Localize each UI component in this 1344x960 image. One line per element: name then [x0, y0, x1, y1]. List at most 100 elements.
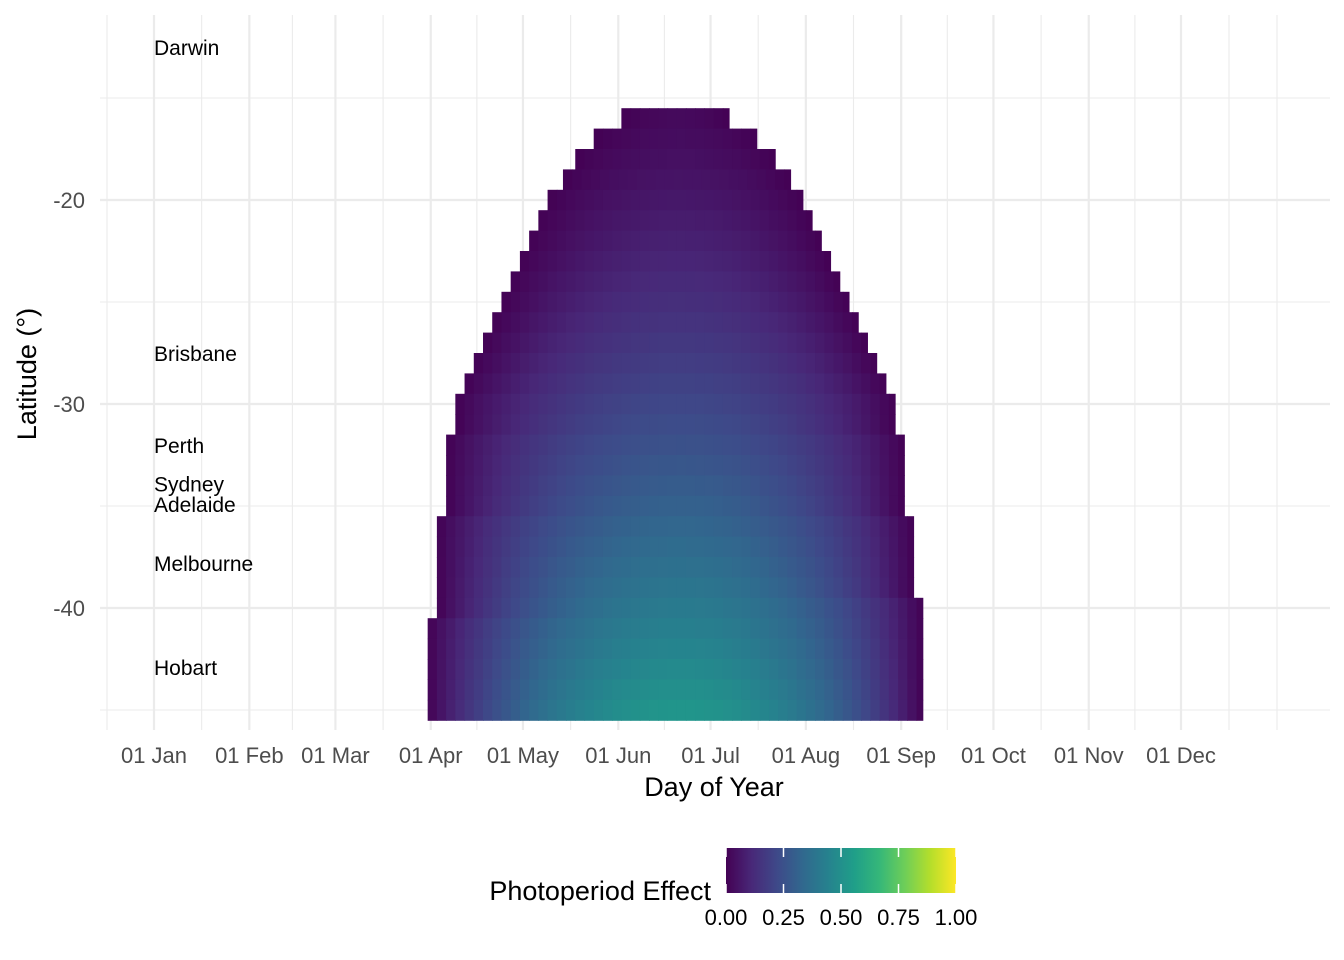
heatmap-cell — [593, 332, 604, 354]
heatmap-cell — [907, 659, 918, 680]
heatmap-cell — [796, 659, 807, 680]
legend-ticks: 0.00 0.25 0.50 0.75 1.00 — [705, 848, 977, 930]
heatmap-cell — [815, 699, 825, 721]
heatmap-cell — [704, 373, 715, 395]
heatmap-cell — [649, 618, 659, 640]
heatmap-cell — [713, 393, 724, 415]
heatmap-cell — [602, 189, 613, 211]
heatmap-cell — [704, 434, 715, 456]
heatmap-cell — [593, 679, 604, 701]
heatmap-cell — [682, 169, 693, 191]
heatmap-cell — [464, 659, 475, 680]
heatmap-cell — [593, 210, 604, 232]
heatmap-cell — [833, 373, 844, 395]
heatmap-cell — [778, 597, 789, 619]
heatmap-cell — [728, 169, 739, 191]
heatmap-cell — [519, 516, 530, 538]
heatmap-cell — [815, 516, 825, 538]
heatmap-cell — [824, 414, 835, 436]
heatmap-cell — [547, 312, 558, 334]
heatmap-cell — [658, 271, 669, 293]
heatmap-cell — [842, 699, 853, 721]
heatmap-cell — [667, 291, 678, 313]
heatmap-cell — [815, 332, 825, 354]
heatmap-cell — [464, 475, 475, 497]
heatmap-cell — [879, 597, 890, 619]
heatmap-cell — [658, 699, 669, 721]
heatmap-cell — [768, 373, 779, 395]
heatmap-cell — [658, 414, 669, 436]
heatmap-cell — [796, 271, 807, 293]
heatmap-cell — [768, 434, 779, 456]
heatmap-cell — [778, 699, 789, 721]
heatmap-cell — [861, 414, 872, 436]
heatmap-cell — [547, 189, 558, 211]
heatmap-cell — [676, 679, 687, 701]
heatmap-cell — [630, 516, 641, 538]
heatmap-cell — [815, 659, 825, 680]
heatmap-cell — [649, 332, 659, 354]
heatmap-cell — [510, 271, 521, 293]
heatmap-cell — [824, 475, 835, 497]
heatmap-cell — [824, 251, 832, 272]
heatmap-cell — [547, 495, 558, 517]
heatmap-cell — [630, 251, 641, 272]
heatmap-cell — [649, 536, 659, 558]
heatmap-cell — [427, 638, 438, 660]
heatmap-cell — [510, 659, 521, 680]
heatmap-cell — [722, 699, 733, 721]
heatmap-cell — [685, 597, 696, 619]
heatmap-cell — [547, 455, 558, 476]
heatmap-cell — [473, 536, 484, 558]
heatmap-cell — [732, 414, 742, 436]
heatmap-cell — [787, 577, 798, 599]
heatmap-cell — [473, 353, 484, 374]
heatmap-cell — [436, 618, 447, 640]
heatmap-cell — [805, 251, 816, 272]
heatmap-cell — [658, 189, 669, 211]
heatmap-cell — [519, 679, 530, 701]
heatmap-cell — [695, 353, 705, 374]
heatmap-cell — [805, 699, 816, 721]
heatmap-cell — [851, 434, 862, 456]
heatmap-cell — [704, 557, 715, 578]
heatmap-cell — [519, 659, 530, 680]
heatmap-cell — [483, 679, 493, 701]
heatmap-cell — [842, 679, 853, 701]
heatmap-cell — [658, 373, 669, 395]
heatmap-cell — [645, 169, 656, 191]
heatmap-cell — [501, 434, 512, 456]
heatmap-cell — [621, 659, 632, 680]
heatmap-cell — [566, 230, 576, 252]
heatmap-cell — [713, 189, 724, 211]
heatmap-cell — [713, 230, 724, 252]
heatmap-cell — [713, 516, 724, 538]
heatmap-cell — [713, 536, 724, 558]
heatmap-cell — [685, 414, 696, 436]
heatmap-cell — [787, 251, 798, 272]
heatmap-cell — [710, 169, 721, 191]
heatmap-cell — [805, 495, 816, 517]
x-axis-ticks: 01 Jan 01 Feb 01 Mar 01 Apr 01 May 01 Jun 01 J… — [121, 743, 1216, 768]
heatmap-cell — [572, 169, 583, 191]
heatmap-cell — [627, 169, 638, 191]
heatmap-cell — [584, 373, 595, 395]
heatmap-cell — [778, 455, 789, 476]
heatmap-cell — [593, 251, 604, 272]
heatmap-cell — [879, 414, 890, 436]
heatmap-cell — [630, 659, 641, 680]
heatmap-cell — [759, 618, 770, 640]
heatmap-cell — [593, 699, 604, 721]
heatmap-cell — [658, 495, 669, 517]
heatmap-cell — [575, 393, 586, 415]
heatmap-cell — [722, 128, 733, 150]
heatmap-cell — [492, 455, 503, 476]
heatmap-cell — [612, 638, 622, 660]
heatmap-cell — [759, 679, 770, 701]
heatmap-cell — [566, 393, 576, 415]
heatmap-cell — [685, 516, 696, 538]
heatmap-cell — [575, 230, 586, 252]
heatmap-cell — [639, 189, 650, 211]
heatmap-cell — [898, 638, 908, 660]
heatmap-cell — [759, 189, 770, 211]
